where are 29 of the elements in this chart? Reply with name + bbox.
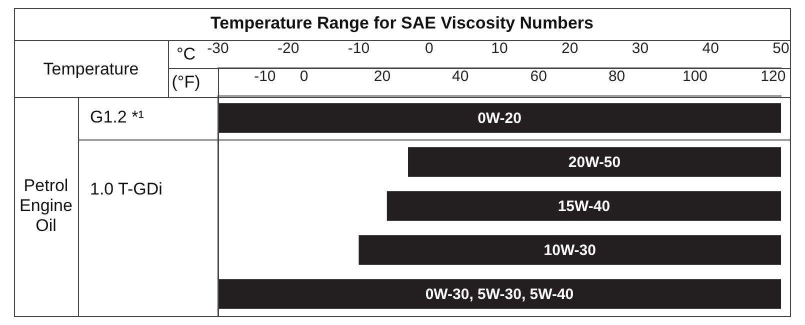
x-tick-label: 50 bbox=[772, 40, 790, 58]
text: Temperature bbox=[43, 60, 139, 79]
y-tick-label: 15W-40 bbox=[558, 198, 610, 216]
x-tick-label: 20 bbox=[562, 40, 578, 58]
y-tick-label: 0W-30, 5W-30, 5W-40 bbox=[425, 286, 574, 304]
x-tick-label: -30 bbox=[207, 40, 229, 58]
text: G1.2 *¹ bbox=[90, 108, 144, 127]
x2-tick-label: 60 bbox=[530, 68, 547, 86]
y-tick-label: 0W-20 bbox=[478, 110, 522, 128]
text: Petrol Engine Oil bbox=[20, 176, 72, 236]
x-tick-label: 10 bbox=[491, 40, 508, 58]
x-tick-label: -20 bbox=[278, 40, 300, 58]
x2-tick-label: 0 bbox=[300, 68, 308, 86]
x-tick-label: 30 bbox=[632, 40, 649, 58]
y-tick-label: 20W-50 bbox=[568, 154, 621, 172]
chart-title: Temperature Range for SAE Viscosity Numbers bbox=[210, 14, 594, 33]
x2-tick-label: -10 bbox=[254, 68, 276, 86]
y-tick-label: 10W-30 bbox=[544, 242, 596, 260]
x-tick-label: 0 bbox=[424, 40, 434, 58]
x2-tick-label: 20 bbox=[374, 68, 391, 86]
x2-tick-label: 80 bbox=[608, 68, 626, 86]
x2-tick-label: 120 bbox=[760, 68, 786, 86]
x2-tick-label: 100 bbox=[682, 68, 708, 86]
x-axis-title: °C bbox=[176, 44, 196, 64]
x-tick-label: -10 bbox=[348, 40, 370, 58]
x2-axis-title: (°F) bbox=[172, 72, 200, 92]
x2-tick-label: 40 bbox=[452, 68, 469, 86]
x-tick-label: 40 bbox=[702, 40, 719, 58]
text: 1.0 T-GDi bbox=[90, 180, 162, 199]
